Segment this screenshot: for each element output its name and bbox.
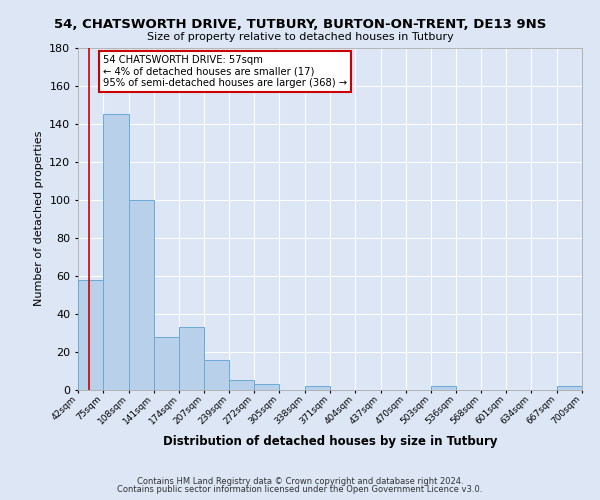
Bar — [205, 360, 229, 390]
Bar — [103, 114, 128, 390]
Text: Contains HM Land Registry data © Crown copyright and database right 2024.: Contains HM Land Registry data © Crown c… — [137, 477, 463, 486]
Bar — [254, 384, 280, 390]
Bar — [154, 336, 179, 390]
Text: Size of property relative to detached houses in Tutbury: Size of property relative to detached ho… — [146, 32, 454, 42]
Bar — [229, 380, 254, 390]
Text: 54 CHATSWORTH DRIVE: 57sqm
← 4% of detached houses are smaller (17)
95% of semi-: 54 CHATSWORTH DRIVE: 57sqm ← 4% of detac… — [103, 55, 347, 88]
Bar — [179, 327, 205, 390]
Bar — [305, 386, 330, 390]
Bar — [78, 280, 103, 390]
Bar — [128, 200, 154, 390]
X-axis label: Distribution of detached houses by size in Tutbury: Distribution of detached houses by size … — [163, 434, 497, 448]
Y-axis label: Number of detached properties: Number of detached properties — [34, 131, 44, 306]
Bar — [557, 386, 582, 390]
Text: Contains public sector information licensed under the Open Government Licence v3: Contains public sector information licen… — [118, 486, 482, 494]
Bar — [431, 386, 457, 390]
Text: 54, CHATSWORTH DRIVE, TUTBURY, BURTON-ON-TRENT, DE13 9NS: 54, CHATSWORTH DRIVE, TUTBURY, BURTON-ON… — [54, 18, 546, 30]
